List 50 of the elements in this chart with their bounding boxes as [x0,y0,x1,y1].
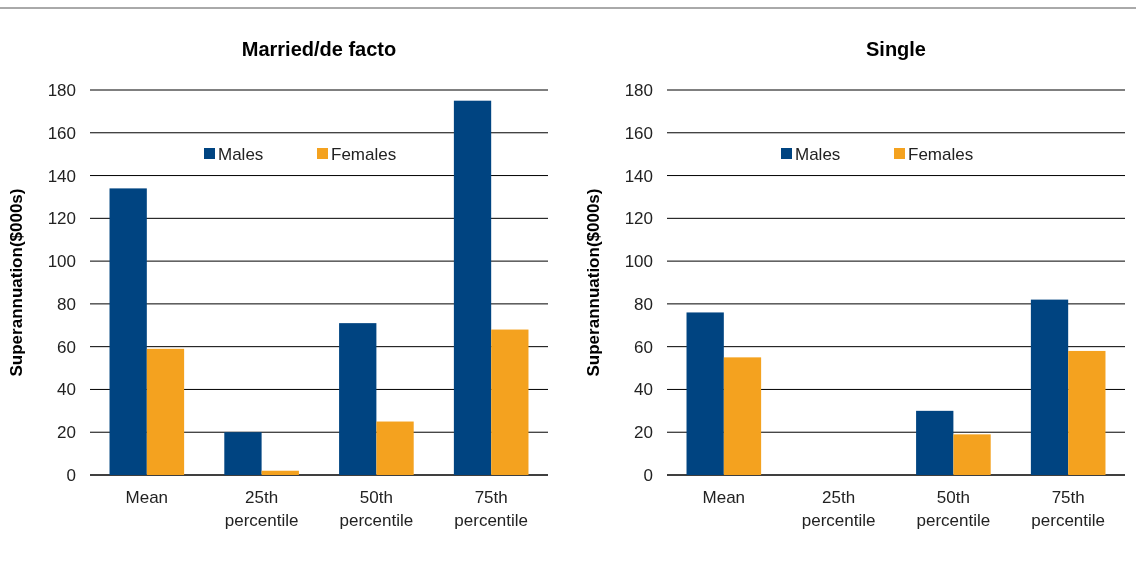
legend-label: Males [218,144,264,164]
x-tick-label: Mean [702,488,746,507]
y-axis-title: Superannuation($000s) [7,188,26,377]
y-tick-label: 100 [624,252,653,272]
chart-title: Married/de facto [241,38,397,60]
y-tick-label: 160 [624,123,653,143]
y-tick-label: 20 [57,423,76,443]
bar [109,188,147,475]
y-tick-label: 160 [47,123,76,143]
y-tick-label: 180 [624,80,653,100]
bar [953,434,991,475]
x-tick-label: 25th percentile [224,488,299,530]
bar [376,421,414,475]
x-tick-label: 25th percentile [801,488,876,530]
bar [1030,299,1069,475]
legend-label: Females [908,144,974,164]
bar [224,432,262,475]
bar [916,410,954,475]
y-tick-label: 0 [643,465,653,485]
bar [453,100,492,475]
y-tick-label: 140 [47,166,76,186]
chart-title: Single [865,38,927,60]
y-tick-label: 60 [634,337,653,357]
bar [1068,350,1106,475]
x-tick-label: 75th percentile [454,488,529,530]
x-tick-label: Mean [125,488,169,507]
bar [723,357,762,475]
legend-label: Males [795,144,841,164]
y-tick-label: 40 [57,380,76,400]
bar [146,348,185,475]
y-tick-label: 120 [47,209,76,229]
bar [491,329,529,475]
y-tick-label: 80 [634,294,653,314]
y-tick-label: 180 [47,80,76,100]
y-tick-label: 40 [634,380,653,400]
y-tick-label: 20 [634,423,653,443]
y-tick-label: 100 [47,252,76,272]
bar [339,323,377,475]
y-axis-title: Superannuation($000s) [584,188,603,377]
legend-label: Females [331,144,397,164]
x-tick-label: 50th percentile [339,488,414,530]
y-tick-label: 140 [624,166,653,186]
y-tick-label: 80 [57,294,76,314]
y-tick-label: 120 [624,209,653,229]
x-tick-label: 75th percentile [1031,488,1106,530]
bar [686,312,724,475]
bar [261,470,299,475]
y-tick-label: 0 [66,465,76,485]
x-tick-label: 50th percentile [916,488,991,530]
y-tick-label: 60 [57,337,76,357]
